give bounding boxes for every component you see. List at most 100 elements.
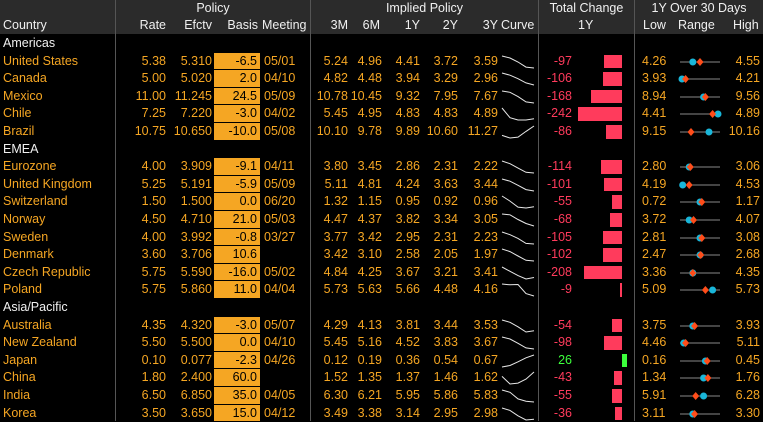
change-value: -208 [546, 264, 572, 279]
col-rate[interactable]: Rate [139, 18, 166, 32]
high-value: 6.28 [735, 388, 760, 402]
meeting-date: 05/07 [264, 317, 296, 332]
country-name[interactable]: Eurozone [3, 159, 57, 174]
table-row[interactable]: Korea 3.50 3.650 15.0 04/12 3.49 3.38 3.14 2.95 2… [0, 404, 763, 422]
range-marker [680, 321, 720, 330]
country-name[interactable]: China [3, 370, 36, 385]
implied-3y: 3.05 [473, 212, 498, 226]
high-value: 4.07 [735, 212, 760, 226]
efctv-value: 11.245 [174, 88, 212, 103]
col-high[interactable]: High [733, 18, 759, 32]
change-bar [609, 213, 622, 227]
diamond-marker [701, 286, 709, 295]
range-marker [680, 251, 720, 260]
table-row[interactable]: Australia 4.35 4.320 -3.0 05/07 4.29 4.13 3.81 3… [0, 316, 763, 335]
country-name[interactable]: United States [3, 53, 79, 68]
country-name[interactable]: Australia [3, 317, 52, 332]
diamond-marker [697, 251, 705, 260]
country-name[interactable]: New Zealand [3, 335, 77, 350]
table-row[interactable]: Eurozone 4.00 3.909 -9.1 04/11 3.80 3.45 2.86 2.… [0, 158, 763, 176]
curve-sparkline [501, 336, 535, 350]
diamond-marker [682, 339, 690, 348]
table-row[interactable]: United States 5.38 5.310 -6.5 05/01 5.24 4.96 4… [0, 52, 763, 71]
col-1y[interactable]: 1Y [404, 18, 420, 32]
implied-2y: 3.29 [433, 71, 458, 86]
efctv-value: 3.650 [180, 405, 212, 420]
table-row[interactable]: Japan 0.10 0.077 -2.3 04/26 0.12 0.19 0.36 0.54 0… [0, 351, 763, 370]
table-row[interactable]: Switzerland 1.50 1.500 0.0 06/20 1.32 1.15 0.95… [0, 193, 763, 211]
table-row[interactable]: Mexico 11.00 11.245 24.5 05/09 10.78 10.45 9.32… [0, 87, 763, 106]
country-name[interactable]: Poland [3, 282, 42, 297]
change-value: -43 [553, 370, 572, 385]
range-marker [680, 286, 720, 295]
meeting-date: 04/02 [264, 106, 296, 121]
country-name[interactable]: Chile [3, 106, 32, 121]
col-2y[interactable]: 2Y [442, 18, 458, 32]
meeting-date: 05/09 [264, 176, 296, 191]
table-row[interactable]: United Kingdom 5.25 5.191 -5.9 05/09 5.11 4.81… [0, 175, 763, 194]
country-name[interactable]: India [3, 388, 31, 402]
rate-value: 5.25 [141, 176, 166, 191]
curve-line [501, 354, 535, 368]
country-name[interactable]: Czech Republic [3, 264, 91, 279]
change-value: 26 [558, 352, 572, 367]
low-value: 3.75 [642, 317, 667, 332]
change-value: -102 [546, 247, 572, 262]
table-row[interactable]: Norway 4.50 4.710 21.0 05/03 4.47 4.37 3.82 3.34… [0, 211, 763, 229]
country-name[interactable]: Brazil [3, 124, 35, 138]
col-change-1y[interactable]: 1Y [578, 18, 594, 32]
country-name[interactable]: Denmark [3, 247, 54, 262]
col-curve[interactable]: Curve [501, 18, 535, 32]
country-name[interactable]: Korea [3, 405, 37, 420]
country-name[interactable]: Norway [3, 212, 46, 226]
change-value: -36 [553, 405, 572, 420]
table-row[interactable]: New Zealand 5.50 5.500 0.0 04/10 5.45 5.16 4.52… [0, 334, 763, 352]
country-name[interactable]: United Kingdom [3, 176, 92, 191]
country-name[interactable]: Canada [3, 71, 47, 86]
efctv-value: 5.860 [180, 282, 212, 297]
col-low[interactable]: Low [643, 18, 666, 32]
table-row[interactable]: Sweden 4.00 3.992 -0.8 03/27 3.77 3.42 2.95 2.31… [0, 228, 763, 247]
country-name[interactable]: Mexico [3, 88, 43, 103]
col-meeting[interactable]: Meeting [262, 18, 307, 32]
country-name[interactable]: Switzerland [3, 194, 68, 209]
low-value: 3.72 [642, 212, 667, 226]
table-row[interactable]: China 1.80 2.400 60.0 1.52 1.35 1.37 1.46 1.62 -4… [0, 369, 763, 387]
efctv-value: 1.500 [180, 194, 212, 209]
table-row[interactable]: Chile 7.25 7.220 -3.0 04/02 5.45 4.95 4.83 4.83 4… [0, 105, 763, 123]
change-value: -114 [547, 159, 572, 174]
implied-3y: 5.83 [473, 388, 498, 402]
implied-3y: 2.96 [473, 71, 498, 86]
curve-sparkline [501, 195, 535, 209]
col-basis[interactable]: Basis [227, 18, 258, 32]
table-row[interactable]: Poland 5.75 5.860 11.0 04/04 5.73 5.63 5.66 4.48… [0, 281, 763, 299]
curve-sparkline [501, 354, 535, 368]
basis-value: 0.0 [214, 334, 260, 351]
table-row[interactable]: Denmark 3.60 3.706 10.6 3.42 3.10 2.58 2.05 1.97… [0, 246, 763, 264]
country-name[interactable]: Sweden [3, 229, 49, 244]
col-3m[interactable]: 3M [330, 18, 348, 32]
col-range[interactable]: Range [678, 18, 715, 32]
col-3y[interactable]: 3Y [482, 18, 498, 32]
table-row[interactable]: Canada 5.00 5.020 2.0 04/10 4.82 4.48 3.94 3.29 2… [0, 70, 763, 88]
implied-3m: 5.45 [323, 106, 348, 121]
divider [310, 0, 311, 421]
table-row[interactable]: Czech Republic 5.75 5.590 -16.0 05/02 4.84 4.2… [0, 263, 763, 282]
divider [538, 0, 539, 421]
curve-sparkline [501, 55, 535, 69]
implied-6m: 4.96 [357, 53, 382, 68]
efctv-value: 5.500 [180, 335, 212, 350]
meeting-date: 05/03 [264, 212, 296, 226]
table-row[interactable]: India 6.50 6.850 35.0 04/05 6.30 6.21 5.95 5.86 5… [0, 387, 763, 405]
col-country[interactable]: Country [3, 18, 47, 32]
implied-3y: 4.89 [473, 106, 498, 121]
diamond-marker [686, 163, 694, 172]
col-efctv[interactable]: Efctv [184, 18, 212, 32]
curve-sparkline [501, 90, 535, 104]
implied-6m: 4.13 [357, 317, 382, 332]
country-name[interactable]: Japan [3, 352, 38, 367]
table-row[interactable]: Brazil 10.75 10.650 -10.0 05/08 10.10 9.78 9.89… [0, 123, 763, 141]
rate-value: 10.75 [134, 124, 166, 138]
change-bar [578, 107, 622, 121]
col-6m[interactable]: 6M [362, 18, 380, 32]
